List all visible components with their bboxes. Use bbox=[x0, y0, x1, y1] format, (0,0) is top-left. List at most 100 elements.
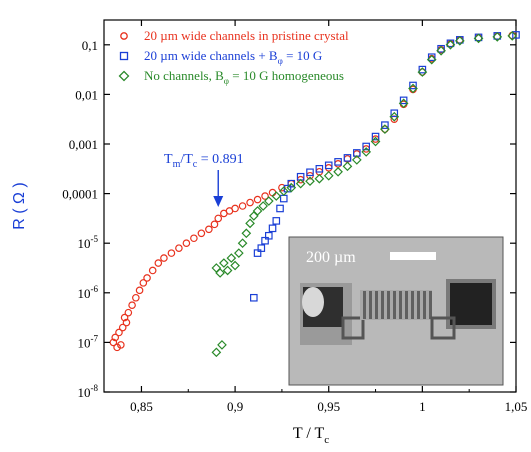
data-point-circle bbox=[238, 202, 247, 210]
data-point-circle bbox=[167, 249, 176, 257]
inset-channel-line bbox=[405, 291, 408, 319]
data-point-circle bbox=[160, 254, 168, 262]
data-point-diamond bbox=[314, 173, 325, 184]
inset-channel-line bbox=[423, 291, 426, 319]
inset-left-spot bbox=[302, 287, 324, 317]
data-point-diamond bbox=[492, 32, 503, 42]
y-tick-label: 0,0001 bbox=[62, 187, 98, 202]
data-point-circle bbox=[135, 286, 144, 295]
inset-micrograph: 200 µm bbox=[288, 236, 504, 386]
y-tick-label: 10-5 bbox=[78, 234, 99, 251]
data-point-square bbox=[272, 217, 281, 225]
data-point-square bbox=[371, 132, 380, 141]
data-point-square bbox=[409, 81, 417, 90]
data-point-circle bbox=[122, 318, 131, 327]
data-point-square bbox=[418, 65, 427, 74]
data-point-diamond bbox=[278, 186, 289, 196]
data-point-diamond bbox=[226, 253, 237, 263]
data-point-circle bbox=[182, 239, 191, 248]
inset-channel-line bbox=[387, 291, 390, 319]
legend: 20 µm wide channels in pristine crystal 2… bbox=[118, 28, 349, 86]
data-point-square bbox=[265, 231, 273, 240]
x-tick-label: 0,9 bbox=[227, 399, 243, 414]
data-point-diamond bbox=[361, 147, 372, 157]
inset-channel-line bbox=[393, 291, 396, 319]
x-tick-label: 0,95 bbox=[317, 399, 340, 414]
y-tick-label: 10-7 bbox=[78, 333, 99, 350]
data-point-circle bbox=[148, 266, 157, 275]
data-point-circle bbox=[124, 308, 133, 317]
tm-annotation-label: Tm/Tc = 0.891 bbox=[164, 152, 244, 170]
y-axis-label: R ( Ω ) bbox=[11, 182, 28, 230]
y-tick-label: 0,001 bbox=[69, 137, 98, 152]
data-point-diamond bbox=[370, 136, 381, 147]
x-axis-label-main: T / T bbox=[293, 425, 325, 442]
data-point-circle bbox=[113, 343, 121, 352]
data-point-circle bbox=[246, 198, 254, 207]
data-point-square bbox=[334, 158, 342, 166]
data-point-diamond bbox=[219, 258, 229, 268]
inset-channel-line bbox=[411, 291, 414, 319]
data-point-circle bbox=[253, 195, 262, 204]
data-point-circle bbox=[117, 341, 125, 349]
data-point-diamond bbox=[286, 182, 297, 193]
data-point-square bbox=[390, 109, 399, 118]
inset-left-bracket bbox=[341, 316, 365, 340]
data-point-diamond bbox=[507, 31, 518, 41]
legend-marker-circle bbox=[120, 32, 128, 40]
data-point-square bbox=[306, 168, 314, 177]
axes-layer: 0,85 0,9 0,95 1 1,05 0,1 0,01 0,001 0,0001 10-5 10… bbox=[62, 20, 527, 414]
data-point-circle bbox=[190, 234, 198, 243]
data-point-circle bbox=[143, 274, 151, 282]
legend-marker-square bbox=[119, 51, 129, 61]
data-point-diamond bbox=[342, 161, 353, 172]
data-point-circle bbox=[109, 338, 118, 347]
legend-label: No channels, Bφ = 10 G homogeneous bbox=[144, 68, 344, 86]
data-point-circle bbox=[268, 188, 277, 197]
data-point-circle bbox=[111, 333, 120, 342]
inset-channel-line bbox=[417, 291, 420, 319]
x-tick-label: 0,85 bbox=[130, 399, 153, 414]
legend-label: 20 µm wide channels + Bφ = 10 G bbox=[144, 48, 322, 66]
data-point-square bbox=[257, 244, 266, 252]
data-point-square bbox=[315, 165, 324, 173]
data-point-diamond bbox=[211, 347, 222, 358]
inset-channel-line bbox=[399, 291, 402, 319]
data-point-diamond bbox=[217, 340, 227, 350]
data-point-circle bbox=[261, 192, 269, 200]
data-point-diamond bbox=[295, 178, 306, 189]
inset-channels bbox=[363, 291, 432, 319]
data-point-circle bbox=[324, 164, 333, 172]
data-point-square bbox=[276, 204, 284, 213]
y-tick-label: 10-6 bbox=[78, 284, 99, 301]
data-point-circle bbox=[132, 293, 140, 302]
inset-channel-line bbox=[429, 291, 432, 319]
data-point-circle bbox=[120, 313, 129, 322]
data-point-circle bbox=[175, 244, 183, 252]
data-point-diamond bbox=[245, 218, 255, 229]
inset-right-bracket bbox=[430, 316, 456, 340]
data-point-diamond bbox=[454, 35, 465, 46]
data-point-circle bbox=[205, 225, 213, 234]
data-point-diamond bbox=[241, 228, 252, 239]
data-point-circle bbox=[214, 214, 223, 223]
data-point-square bbox=[268, 224, 277, 233]
data-point-diamond bbox=[237, 238, 248, 249]
inset-right-pad bbox=[446, 279, 496, 329]
legend-label: 20 µm wide channels in pristine crystal bbox=[144, 28, 349, 43]
data-point-diamond bbox=[380, 124, 390, 134]
data-point-circle bbox=[115, 328, 123, 337]
data-point-square bbox=[399, 96, 408, 105]
data-point-diamond bbox=[351, 155, 362, 165]
plot-frame bbox=[103, 19, 517, 393]
x-axis-label: T / Tc bbox=[293, 425, 329, 446]
y-tick-label: 0,1 bbox=[82, 38, 98, 53]
data-point-diamond bbox=[305, 176, 315, 187]
data-point-square bbox=[343, 154, 352, 162]
data-point-diamond bbox=[252, 206, 263, 216]
tm-arrow-head bbox=[213, 196, 224, 207]
tm-annotation: Tm/Tc = 0.891 bbox=[164, 152, 244, 207]
inset-scale-bar bbox=[390, 252, 436, 260]
data-point-square bbox=[362, 142, 370, 151]
